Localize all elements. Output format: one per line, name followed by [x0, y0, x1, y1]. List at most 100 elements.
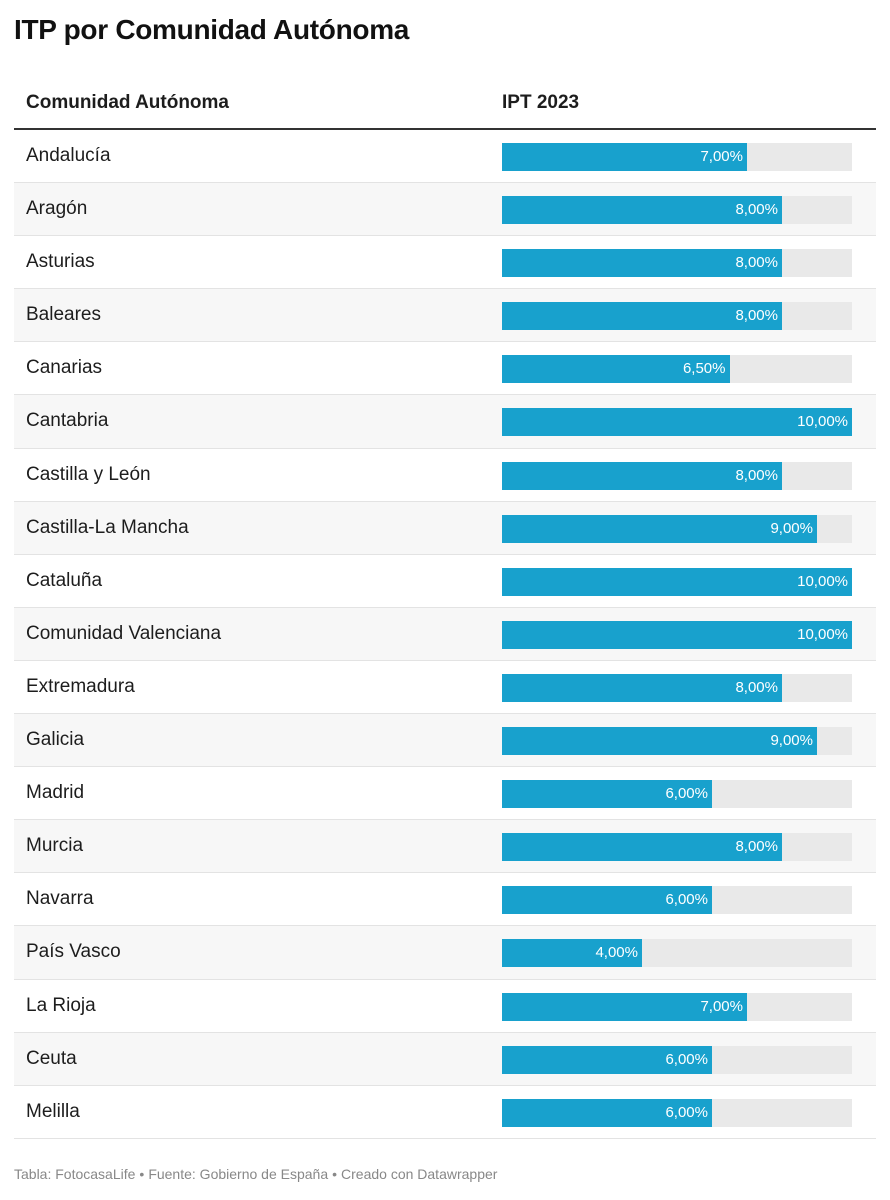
bar: 10,00%: [502, 567, 852, 596]
bar: 9,00%: [502, 727, 817, 756]
footer-separator: •: [332, 1166, 338, 1182]
table-header: Comunidad Autónoma IPT 2023: [14, 84, 876, 130]
community-name: Murcia: [26, 835, 84, 857]
community-name: Melilla: [26, 1100, 80, 1122]
chart-footer: Tabla: FotocasaLife • Fuente: Gobierno de …: [14, 1166, 497, 1182]
table-row: Madrid 6,00%: [14, 767, 876, 821]
bar-track: 8,00%: [502, 302, 852, 331]
footer-separator: •: [139, 1166, 145, 1182]
bar-value-label: 6,00%: [665, 1103, 708, 1121]
bar-track: 10,00%: [502, 620, 852, 649]
bar-track: 10,00%: [502, 408, 852, 437]
table-row: Extremadura 8,00%: [14, 661, 876, 715]
table-row: Andalucía 7,00%: [14, 130, 876, 184]
bar: 6,00%: [502, 886, 712, 915]
bar-value-label: 6,00%: [665, 891, 708, 909]
table-row: Comunidad Valenciana 10,00%: [14, 607, 876, 661]
bar-value-label: 8,00%: [735, 838, 778, 856]
table-row: Murcia 8,00%: [14, 820, 876, 874]
bar-value-label: 8,00%: [735, 201, 778, 219]
bar: 6,00%: [502, 1098, 712, 1127]
bar: 6,50%: [502, 355, 730, 384]
bar: 8,00%: [502, 461, 782, 490]
bar: 9,00%: [502, 514, 817, 543]
data-table: Comunidad Autónoma IPT 2023 Andalucía 7,0…: [14, 84, 876, 1139]
community-name: Castilla-La Mancha: [26, 516, 189, 538]
bar-track: 9,00%: [502, 727, 852, 756]
table-row: Galicia 9,00%: [14, 714, 876, 768]
bar-track: 6,50%: [502, 355, 852, 384]
community-name: Galicia: [26, 729, 85, 751]
table-row: Castilla-La Mancha 9,00%: [14, 501, 876, 555]
table-row: Navarra 6,00%: [14, 873, 876, 927]
table-row: País Vasco 4,00%: [14, 926, 876, 980]
bar: 7,00%: [502, 992, 747, 1021]
bar-value-label: 4,00%: [595, 944, 638, 962]
source-credit: Fuente: Gobierno de España: [148, 1166, 329, 1182]
bar-value-label: 8,00%: [735, 678, 778, 696]
community-name: Extremadura: [26, 675, 135, 697]
bar-value-label: 8,00%: [735, 466, 778, 484]
community-name: Aragón: [26, 198, 88, 220]
community-name: Navarra: [26, 888, 94, 910]
bar: 8,00%: [502, 249, 782, 278]
community-name: Madrid: [26, 782, 85, 804]
bar-track: 6,00%: [502, 780, 852, 809]
bar-track: 6,00%: [502, 886, 852, 915]
bar: 4,00%: [502, 939, 642, 968]
bar-track: 8,00%: [502, 196, 852, 225]
table-row: Asturias 8,00%: [14, 236, 876, 290]
table-row: Baleares 8,00%: [14, 289, 876, 343]
community-name: Asturias: [26, 251, 95, 273]
bar-value-label: 6,00%: [665, 1050, 708, 1068]
table-row: Cantabria 10,00%: [14, 395, 876, 449]
bar-value-label: 9,00%: [770, 732, 813, 750]
bar: 7,00%: [502, 143, 747, 171]
bar-track: 7,00%: [502, 992, 852, 1021]
bar: 8,00%: [502, 302, 782, 331]
bar-value-label: 10,00%: [797, 413, 848, 431]
bar-value-label: 7,00%: [700, 997, 743, 1015]
column-header-ipt-2023[interactable]: IPT 2023: [502, 92, 580, 113]
table-row: La Rioja 7,00%: [14, 980, 876, 1033]
community-name: Baleares: [26, 304, 101, 326]
bar: 10,00%: [502, 620, 852, 649]
table-row: Canarias 6,50%: [14, 342, 876, 396]
table-row: Aragón 8,00%: [14, 183, 876, 237]
bar: 8,00%: [502, 833, 782, 862]
community-name: Comunidad Valenciana: [26, 622, 222, 644]
bar: 6,00%: [502, 780, 712, 809]
table-row: Cataluña 10,00%: [14, 555, 876, 608]
community-name: La Rioja: [26, 994, 96, 1016]
datawrapper-link[interactable]: Creado con Datawrapper: [341, 1166, 498, 1182]
column-header-community[interactable]: Comunidad Autónoma: [26, 92, 229, 113]
bar: 10,00%: [502, 408, 852, 437]
bar-track: 6,00%: [502, 1098, 852, 1127]
community-name: Ceuta: [26, 1047, 77, 1069]
bar-track: 10,00%: [502, 567, 852, 596]
table-body: Andalucía 7,00% Aragón 8,00% Asturias 8,00% Ba…: [14, 130, 876, 1139]
bar-track: 4,00%: [502, 939, 852, 968]
chart-title: ITP por Comunidad Autónoma: [14, 14, 410, 45]
bar: 8,00%: [502, 673, 782, 702]
bar-value-label: 10,00%: [797, 572, 848, 590]
bar-track: 8,00%: [502, 673, 852, 702]
bar-value-label: 8,00%: [735, 254, 778, 272]
bar-track: 9,00%: [502, 514, 852, 543]
bar-track: 7,00%: [502, 143, 852, 171]
bar-value-label: 7,00%: [700, 148, 743, 165]
bar: 6,00%: [502, 1045, 712, 1074]
bar-track: 6,00%: [502, 1045, 852, 1074]
community-name: País Vasco: [26, 941, 121, 963]
bar-value-label: 10,00%: [797, 625, 848, 643]
bar-track: 8,00%: [502, 461, 852, 490]
bar-value-label: 9,00%: [770, 519, 813, 537]
bar-track: 8,00%: [502, 249, 852, 278]
bar-value-label: 6,00%: [665, 785, 708, 803]
bar: 8,00%: [502, 196, 782, 225]
table-row: Castilla y León 8,00%: [14, 449, 876, 502]
bar-track: 8,00%: [502, 833, 852, 862]
community-name: Cataluña: [26, 569, 103, 591]
community-name: Castilla y León: [26, 463, 151, 485]
bar-value-label: 6,50%: [682, 360, 726, 378]
